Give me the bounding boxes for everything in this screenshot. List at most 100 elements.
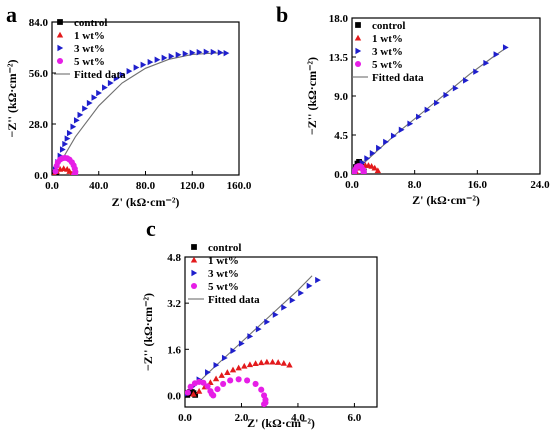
- data-point: [185, 389, 191, 396]
- data-point: [306, 282, 313, 290]
- data-point: [224, 369, 231, 375]
- legend-label: control: [208, 242, 241, 254]
- x-tick-label: 160.0: [227, 180, 252, 192]
- y-tick-label: 3.2: [167, 298, 181, 310]
- data-point: [221, 354, 228, 362]
- legend-label: control: [74, 17, 107, 29]
- data-point: [133, 64, 140, 71]
- x-tick-label: 0.0: [345, 179, 359, 191]
- data-point: [261, 401, 268, 407]
- plot-frame: [184, 256, 378, 408]
- data-point: [52, 168, 59, 175]
- data-point: [416, 113, 422, 120]
- legend-marker: [355, 22, 361, 28]
- data-point: [315, 276, 321, 284]
- data-point: [230, 347, 237, 354]
- data-point: [70, 123, 77, 130]
- data-point: [255, 325, 262, 333]
- data-point: [86, 99, 93, 107]
- x-tick-label: 8.0: [408, 179, 422, 191]
- legend-label: 1 wt%: [372, 33, 403, 45]
- x-ticks: 0.0 40.0 80.0 120.0 160.0: [45, 171, 252, 192]
- data-point: [473, 68, 479, 75]
- data-point: [376, 144, 382, 152]
- data-point: [161, 54, 168, 62]
- data-area: [352, 44, 509, 174]
- legend-marker: [56, 57, 64, 65]
- y-tick-label: 13.5: [329, 52, 349, 64]
- panel-b: b 0.0 8.0 16.0 24.0 0.0 4.5 9.0 13.5 18.0 Z' (kΩ·c…: [276, 2, 550, 207]
- legend-marker: [57, 19, 63, 25]
- data-point: [374, 167, 382, 174]
- y-tick-label: 4.8: [167, 252, 181, 264]
- legend-marker: [190, 256, 198, 263]
- y-tick-label: 0.0: [334, 169, 348, 181]
- x-tick-label: 0.0: [45, 180, 59, 192]
- legend-marker: [354, 34, 362, 41]
- data-point: [434, 99, 440, 107]
- data-point: [390, 132, 397, 140]
- legend-label: control: [372, 20, 405, 32]
- y-tick-label: 28.0: [29, 119, 49, 131]
- data-point: [360, 170, 367, 174]
- data-point: [210, 48, 217, 56]
- data-point: [269, 358, 276, 365]
- x-tick-label: 2.0: [235, 412, 249, 424]
- panel-label: b: [276, 2, 288, 27]
- legend-marker: [191, 244, 197, 250]
- panel-c: c 0.0 2.0 4.0 6.0 0.0 1.6 3.2 4.8 Z' (kΩ·cm⁻²) −Z'…: [141, 216, 378, 430]
- series-3-wt-: [52, 48, 230, 173]
- data-point: [220, 380, 227, 387]
- data-point: [168, 53, 175, 60]
- y-tick-label: 9.0: [334, 91, 348, 103]
- x-tick-label: 120.0: [180, 180, 205, 192]
- series-5-wt-: [352, 163, 367, 174]
- data-point: [371, 164, 378, 171]
- data-point: [252, 360, 259, 367]
- data-point: [200, 379, 207, 386]
- data-point: [452, 85, 459, 92]
- y-axis-label: −Z'' (kΩ·cm⁻²): [305, 57, 319, 135]
- data-point: [424, 106, 431, 114]
- panel-a: a 0.0 40.0 80.0 120.0 160.0 0.0 28.0 56.0 84.0 Z' …: [5, 2, 252, 209]
- x-axis-label: Z' (kΩ·cm⁻²): [412, 193, 480, 207]
- legend-label: Fitted data: [74, 69, 126, 81]
- data-point: [252, 380, 259, 387]
- data-point: [82, 105, 88, 112]
- data-point: [187, 383, 194, 390]
- data-point: [235, 364, 242, 371]
- data-point: [298, 289, 304, 297]
- legend-label: Fitted data: [208, 294, 260, 306]
- data-point: [59, 146, 66, 153]
- data-point: [113, 75, 120, 82]
- data-area: [52, 48, 230, 175]
- data-point: [210, 392, 217, 399]
- data-point: [140, 61, 147, 69]
- x-ticks: 0.0 8.0 16.0 24.0: [345, 170, 550, 191]
- legend-label: 3 wt%: [208, 268, 239, 280]
- data-point: [398, 126, 405, 133]
- data-point: [483, 59, 490, 67]
- y-axis-label: −Z'' (kΩ·cm⁻²): [141, 293, 155, 371]
- y-tick-label: 18.0: [329, 13, 349, 25]
- data-point: [264, 318, 271, 326]
- series-5-wt-: [185, 376, 269, 407]
- data-point: [212, 375, 220, 382]
- data-point: [204, 383, 211, 390]
- y-ticks: 0.0 4.5 9.0 13.5 18.0: [329, 13, 356, 181]
- legend-label: 5 wt%: [208, 281, 239, 293]
- y-tick-label: 84.0: [29, 17, 49, 29]
- legend-label: Fitted data: [372, 72, 424, 84]
- data-point: [147, 58, 154, 66]
- legend-marker: [355, 47, 362, 55]
- data-area: [185, 275, 321, 407]
- data-point: [217, 49, 224, 56]
- data-point: [66, 129, 73, 137]
- data-point: [364, 155, 371, 162]
- data-point: [77, 111, 84, 119]
- y-tick-label: 0.0: [34, 170, 48, 182]
- data-point: [126, 67, 133, 75]
